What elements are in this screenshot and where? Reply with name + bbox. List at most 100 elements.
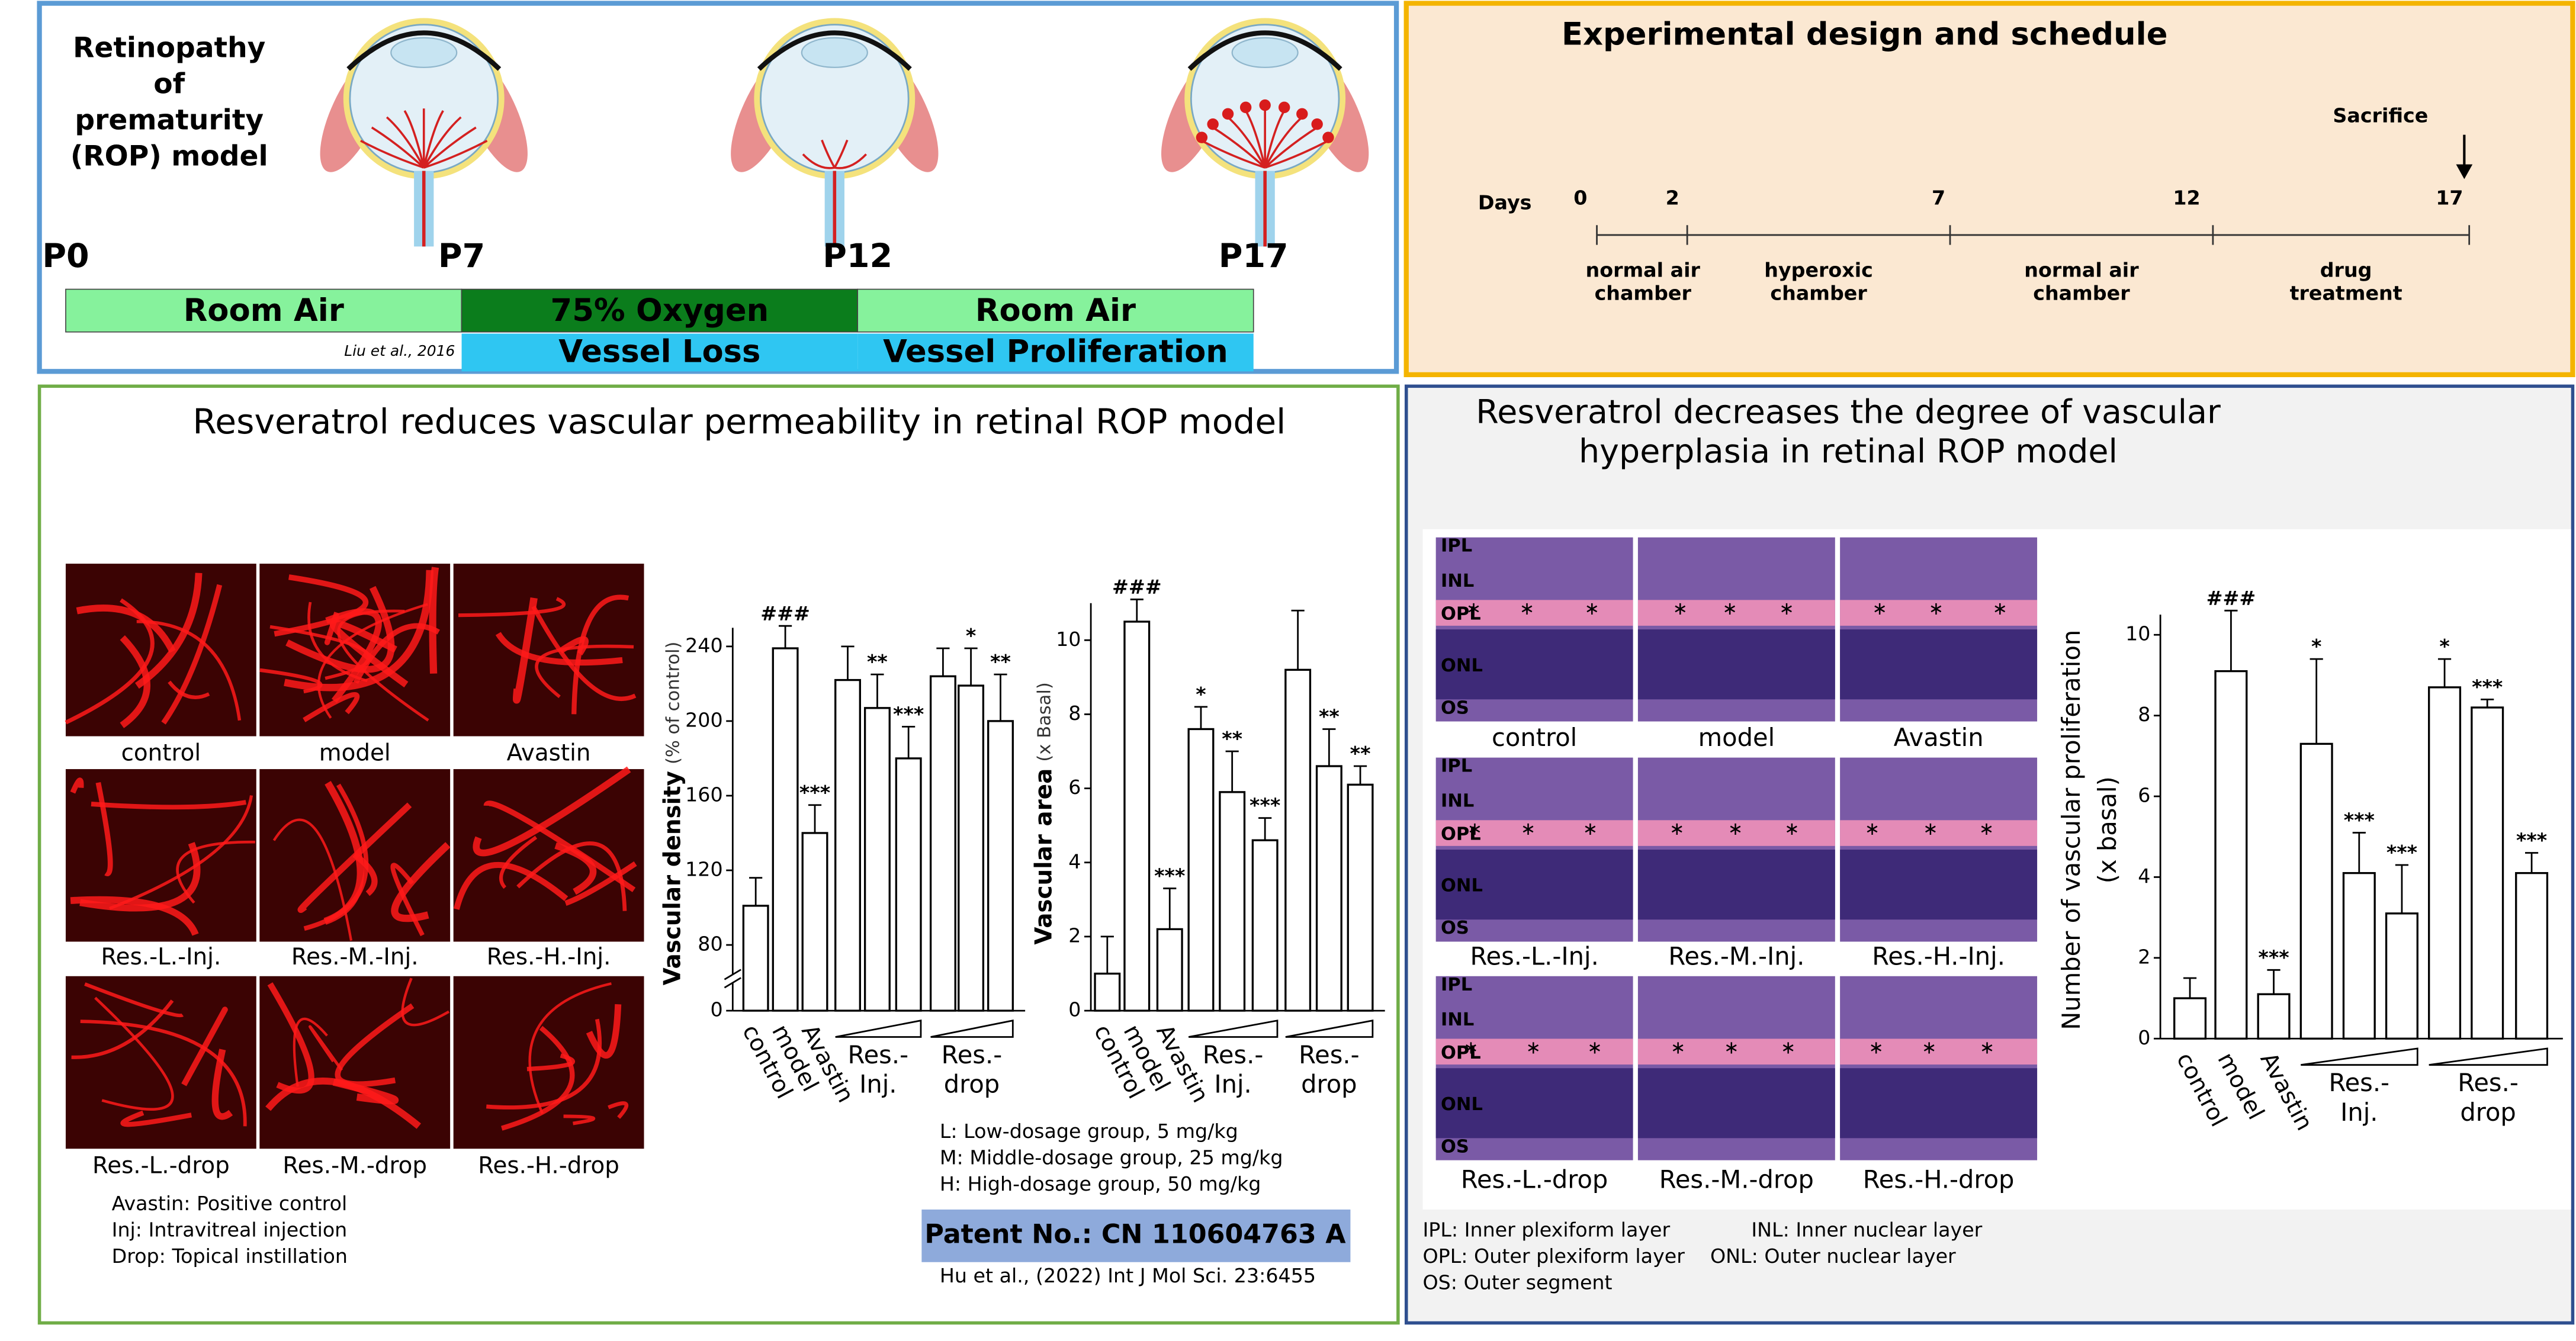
histology-star: ∗ <box>1929 599 1944 619</box>
histology-layer <box>1840 629 2038 700</box>
marker-arrowhead <box>2456 164 2473 179</box>
neovascular-tuft <box>1311 118 1323 130</box>
y-axis-title: Vascular density <box>659 771 686 985</box>
bar <box>1251 839 1279 1012</box>
neovascular-tuft <box>1296 108 1308 120</box>
hyperplasia-title-line: hyperplasia in retinal ROP model <box>1579 432 2118 471</box>
group-label: Inj. <box>2340 1098 2378 1127</box>
histology-star: ∗ <box>1784 819 1800 840</box>
dose-wedge <box>2429 1047 2548 1066</box>
image-label: control <box>121 740 201 767</box>
vessel-signal <box>176 840 255 904</box>
significance: *** <box>2387 841 2417 864</box>
significance: * <box>2311 635 2321 658</box>
bar <box>2515 872 2549 1040</box>
vessel-signal <box>335 1003 415 1087</box>
outcome-bar <box>857 333 1254 372</box>
significance: *** <box>1154 864 1185 887</box>
retinal-vessel <box>1264 140 1329 169</box>
y-axis-label: Number of vascular proliferation <box>2057 630 2086 1030</box>
eye-lens <box>1231 37 1299 68</box>
retinal-vessel <box>1264 110 1286 168</box>
histology-star: ∗ <box>1672 599 1688 619</box>
vessel-signal <box>458 597 566 618</box>
significance: *** <box>2472 675 2503 698</box>
image-label: Res.-H.-Inj. <box>1872 941 2005 970</box>
histology-star: ∗ <box>1980 1037 1995 1058</box>
condition-bar <box>857 288 1254 333</box>
image-label: Res.-H.-Inj. <box>487 944 611 970</box>
histology-layer <box>1637 629 1835 700</box>
vessel-signal <box>76 604 176 653</box>
note: OPL: Outer plexiform layer <box>1422 1244 1685 1268</box>
vessel-signal <box>91 800 246 810</box>
layer-label: OS <box>1441 918 1469 938</box>
y-axis-title: Vascular area <box>1030 768 1057 945</box>
histology-star: ∗ <box>1669 819 1685 840</box>
eye-lens <box>801 37 868 68</box>
significance: ** <box>867 650 888 673</box>
histology-layer <box>1435 850 1633 920</box>
histology-star: ∗ <box>1724 1037 1739 1058</box>
significance: ### <box>2206 586 2256 609</box>
stage-label: hyperoxic <box>1764 258 1873 281</box>
rop-citation: Liu et al., 2016 <box>344 342 455 359</box>
significance: ** <box>1222 727 1242 750</box>
dose-note: M: Middle-dosage group, 25 mg/kg <box>940 1146 1283 1169</box>
condition-label: 75% Oxygen <box>551 292 769 329</box>
outcome-bar <box>461 333 858 372</box>
group-label: Inj. <box>1214 1070 1251 1099</box>
bar <box>742 905 769 1012</box>
vessel-signal <box>70 777 84 794</box>
histology-layer <box>1435 600 1633 626</box>
stage-label: normal air <box>2024 258 2139 281</box>
timepoint: P7 <box>438 237 485 275</box>
retinal-vessel <box>422 110 444 168</box>
vessel-signal <box>94 996 174 1111</box>
y-tick-label: 0 <box>1068 998 1081 1021</box>
neovascular-tuft <box>1259 99 1271 111</box>
bar <box>2257 993 2291 1040</box>
condition-bar <box>461 288 858 333</box>
bar <box>1284 668 1312 1012</box>
retinal-vessel <box>1227 116 1266 168</box>
retinal-vessel <box>821 139 836 169</box>
patent: Patent No.: CN 110604763 A <box>924 1219 1346 1249</box>
note: OS: Outer segment <box>1422 1271 1612 1294</box>
retinal-vessel <box>1201 140 1265 169</box>
bar <box>834 678 861 1012</box>
layer-label: INL <box>1441 791 1474 812</box>
vessel-signal <box>323 781 364 925</box>
eye-lens <box>390 37 458 68</box>
neovascular-tuft <box>1239 101 1252 114</box>
image-label: Res.-L.-Inj. <box>101 944 221 970</box>
vessel-signal <box>390 863 425 937</box>
day-label: 2 <box>1666 186 1679 209</box>
group-label: Inj. <box>859 1070 897 1099</box>
significance: ### <box>760 602 810 625</box>
eye-lid <box>757 30 912 71</box>
y-tick-label: 10 <box>1056 628 1081 651</box>
bar <box>2214 670 2248 1040</box>
bar <box>1156 928 1183 1012</box>
vessel-signal <box>571 594 629 715</box>
vessel-signal <box>80 1020 247 1127</box>
vessel-signal <box>317 603 428 719</box>
vessel-signal <box>608 1101 628 1119</box>
y-tick-label: 0 <box>2138 1026 2150 1049</box>
retinal-vessel <box>403 110 425 168</box>
y-tick-label: 4 <box>2138 864 2150 887</box>
vessel-signal <box>265 1077 421 1129</box>
axis-break <box>724 977 741 989</box>
significance: *** <box>1250 794 1280 817</box>
y-tick-label: 160 <box>685 783 723 806</box>
note: INL: Inner nuclear layer <box>1751 1218 1982 1242</box>
retinal-vessel <box>834 153 868 169</box>
bar <box>1123 620 1151 1012</box>
dose-wedge <box>930 1020 1014 1038</box>
bar <box>2299 742 2333 1040</box>
y-tick-label: 6 <box>1068 776 1081 799</box>
stage-label: treatment <box>2290 281 2402 304</box>
significance: ** <box>1319 705 1340 728</box>
layer-label: INL <box>1441 1009 1474 1030</box>
